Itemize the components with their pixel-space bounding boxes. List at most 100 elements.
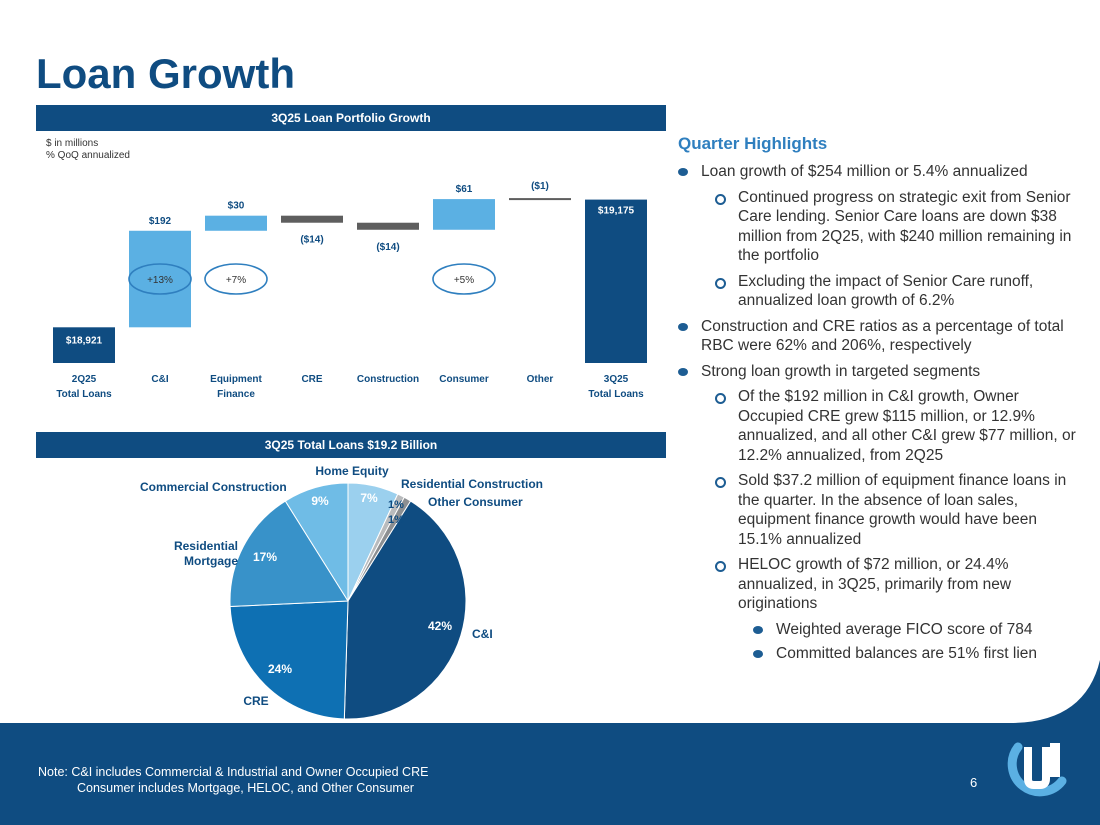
waterfall-bar-7	[585, 199, 647, 363]
pie-pct-label-4: 7%	[360, 491, 378, 505]
footnote: Note: C&I includes Commercial & Industri…	[38, 764, 428, 796]
category-label-5-0: Consumer	[439, 374, 489, 385]
pie-category-label-4: Home Equity	[315, 464, 389, 478]
hollow-bullet-icon	[715, 393, 726, 404]
highlights-list: Loan growth of $254 million or 5.4% annu…	[678, 162, 1078, 664]
pie-category-label-0: C&I	[472, 627, 493, 641]
growth-oval-1	[128, 263, 192, 295]
highlight-item-7: HELOC growth of $72 million, or 24.4% an…	[678, 555, 1078, 614]
pie-category-label-1: CRE	[243, 694, 268, 708]
waterfall-value-label-3: ($14)	[300, 235, 323, 246]
category-label-3-0: CRE	[301, 374, 322, 385]
highlight-item-2: Excluding the impact of Senior Care runo…	[678, 272, 1078, 311]
highlight-item-6: Sold $37.2 million of equipment finance …	[678, 471, 1078, 549]
filled-bullet-icon	[678, 367, 688, 376]
hollow-bullet-icon	[715, 277, 726, 289]
category-label-2-0: Equipment	[210, 374, 262, 385]
quarter-highlights: Quarter Highlights Loan growth of $254 m…	[678, 134, 1078, 669]
highlight-item-9: Committed balances are 51% first lien	[678, 644, 1078, 664]
highlight-text: Of the $192 million in C&I growth, Owner…	[738, 388, 1076, 464]
highlight-item-3: Construction and CRE ratios as a percent…	[678, 317, 1078, 356]
footer-band	[0, 660, 1100, 825]
waterfall-value-label-2: $30	[228, 201, 245, 212]
filled-bullet-icon	[678, 322, 688, 331]
category-label-4-0: Construction	[357, 374, 419, 385]
page-title: Loan Growth	[36, 50, 295, 97]
waterfall-bar-3	[281, 215, 343, 223]
highlight-text: Continued progress on strategic exit fro…	[738, 188, 1072, 265]
highlight-item-5: Of the $192 million in C&I growth, Owner…	[678, 387, 1078, 465]
pie-category-label-3: Commercial Construction	[140, 480, 287, 494]
waterfall-bar-1	[129, 230, 191, 328]
footnote-line-2: Consumer includes Mortgage, HELOC, and O…	[77, 781, 414, 795]
waterfall-value-label-6: ($1)	[531, 181, 549, 192]
pie-slice-1	[229, 600, 349, 720]
pie-category-label-5: Residential Construction	[401, 477, 543, 491]
hollow-bullet-icon	[715, 477, 726, 488]
filled-bullet-icon	[753, 650, 763, 658]
highlight-text: Construction and CRE ratios as a percent…	[701, 317, 1064, 355]
category-label-7-1: Total Loans	[588, 389, 644, 400]
highlight-item-1: Continued progress on strategic exit fro…	[678, 188, 1078, 266]
pie-slice-2	[229, 500, 349, 608]
waterfall-value-label-0: $18,921	[66, 335, 103, 346]
growth-label-2: +7%	[226, 275, 246, 286]
waterfall-bar-2	[205, 215, 267, 231]
pie-slice-0	[343, 500, 467, 720]
growth-oval-2	[204, 263, 268, 295]
growth-oval-5	[432, 263, 496, 295]
highlight-item-4: Strong loan growth in targeted segments	[678, 362, 1078, 382]
page-number: 6	[970, 775, 978, 790]
total-loans-header: 3Q25 Total Loans $19.2 Billion	[36, 432, 666, 458]
highlight-text: Committed balances are 51% first lien	[776, 645, 1038, 662]
waterfall-value-label-4: ($14)	[376, 242, 399, 253]
waterfall-value-label-7: $19,175	[598, 206, 635, 217]
category-label-7-0: 3Q25	[604, 374, 629, 385]
pie-category-label-2-0: Residential	[174, 539, 238, 553]
waterfall-bar-4	[357, 222, 419, 230]
growth-label-1: +13%	[147, 275, 173, 286]
filled-bullet-icon	[753, 625, 763, 634]
pie-pct-label-0: 42%	[428, 619, 452, 633]
highlight-text: Weighted average FICO score of 784	[776, 620, 1033, 638]
pie-category-label-2-1: Mortgage	[184, 554, 238, 568]
highlight-item-8: Weighted average FICO score of 784	[678, 620, 1078, 640]
hollow-bullet-icon	[715, 193, 726, 205]
pie-pct-label-3: 9%	[311, 494, 329, 508]
category-label-6-0: Other	[527, 374, 554, 385]
highlight-text: HELOC growth of $72 million, or 24.4% an…	[738, 556, 1012, 612]
pie-slice-3	[284, 482, 349, 603]
highlight-text: Loan growth of $254 million or 5.4% annu…	[701, 163, 1028, 180]
highlight-text: Excluding the impact of Senior Care runo…	[738, 272, 1034, 310]
footer-curve	[0, 660, 1100, 825]
footnote-line-1: Note: C&I includes Commercial & Industri…	[38, 765, 429, 779]
portfolio-growth-header: 3Q25 Loan Portfolio Growth	[36, 105, 666, 131]
pie-pct-label-5: 1%	[388, 499, 404, 511]
filled-bullet-icon	[678, 168, 688, 176]
category-label-0-1: Total Loans	[56, 389, 112, 400]
category-label-2-1: Finance	[217, 389, 255, 400]
highlights-heading: Quarter Highlights	[678, 134, 828, 153]
company-logo-icon	[1007, 742, 1067, 797]
chart-units-note: $ in millions % QoQ annualized	[46, 138, 130, 162]
pie-pct-label-2: 17%	[253, 550, 277, 564]
waterfall-value-label-5: $61	[456, 184, 473, 195]
units-millions: $ in millions	[46, 138, 99, 149]
waterfall-value-label-1: $192	[149, 216, 172, 227]
category-label-0-0: 2Q25	[72, 374, 97, 385]
hollow-bullet-icon	[715, 561, 726, 572]
waterfall-bar-0	[53, 327, 115, 363]
highlight-text: Sold $37.2 million of equipment finance …	[738, 472, 1067, 548]
waterfall-bar-5	[433, 199, 495, 230]
highlight-text: Strong loan growth in targeted segments	[701, 362, 981, 380]
pie-pct-label-1: 24%	[268, 662, 292, 676]
units-annualized: % QoQ annualized	[46, 150, 130, 161]
highlight-item-0: Loan growth of $254 million or 5.4% annu…	[678, 162, 1078, 182]
waterfall-bar-6	[509, 198, 571, 201]
waterfall-chart: $18,921 2Q25 Total Loans $192 +13% C&I $30 +7% E…	[53, 181, 647, 400]
pie-category-label-6: Other Consumer	[428, 495, 523, 509]
pie-pct-label-6: 1%	[388, 514, 404, 526]
category-label-1-0: C&I	[151, 374, 168, 385]
growth-label-5: +5%	[454, 275, 474, 286]
